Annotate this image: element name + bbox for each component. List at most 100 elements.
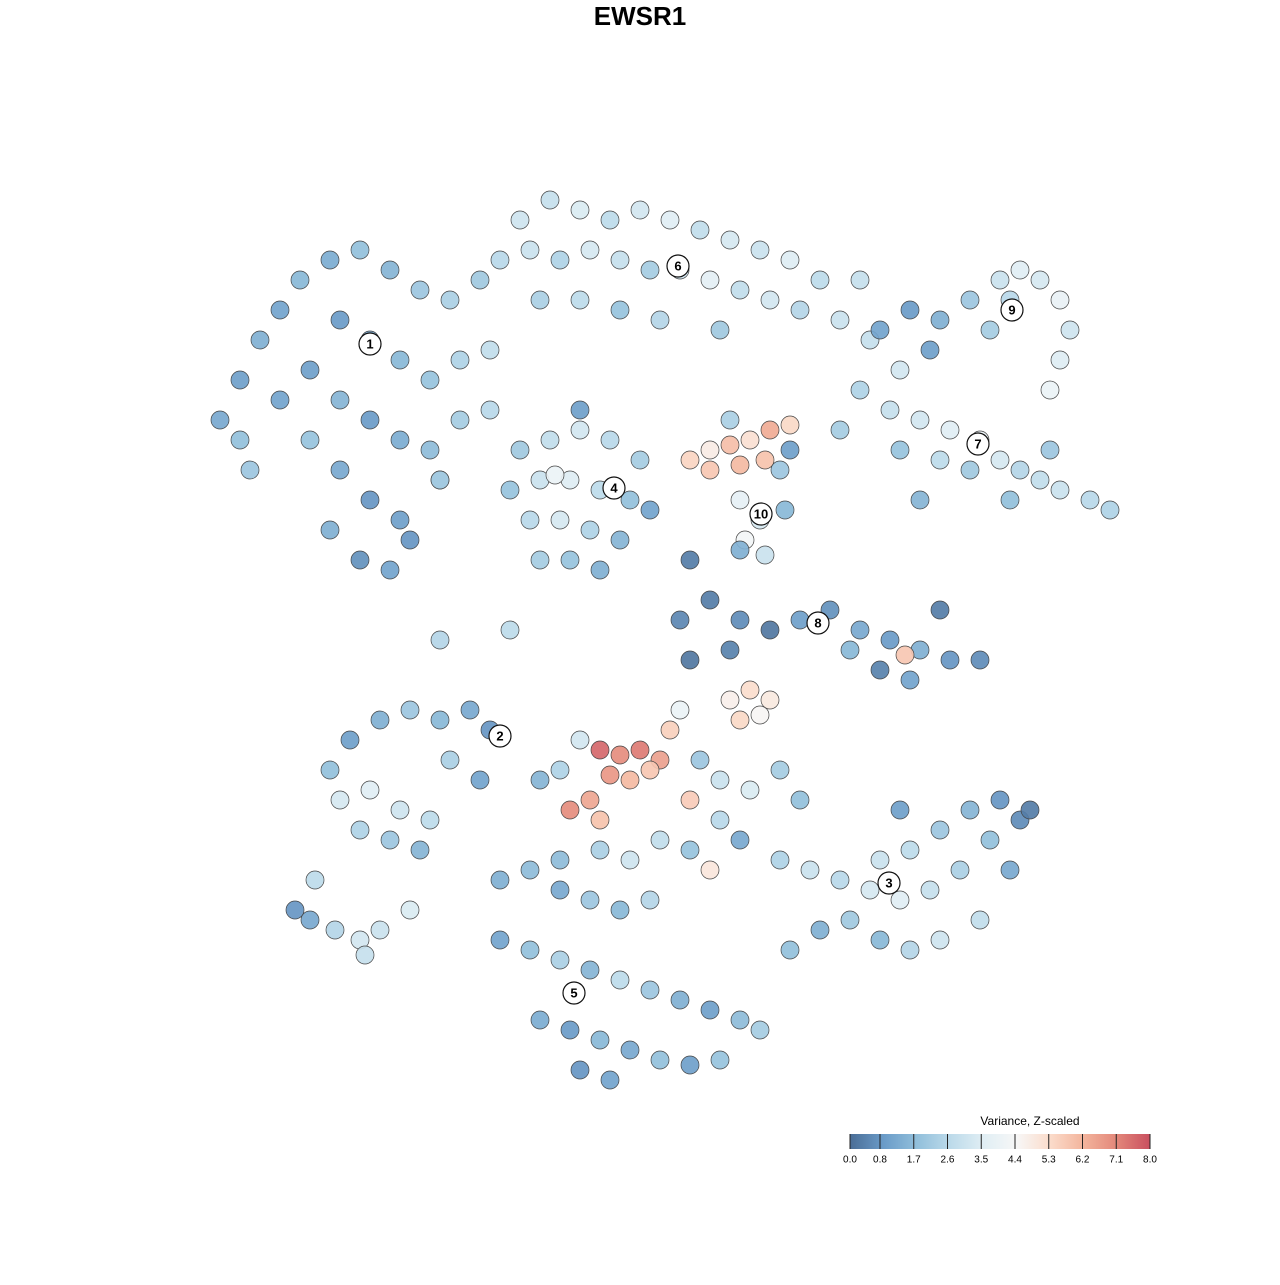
point	[755, 450, 775, 470]
point	[270, 390, 290, 410]
point	[740, 430, 760, 450]
point	[660, 720, 680, 740]
point	[690, 220, 710, 240]
point	[420, 440, 440, 460]
point	[830, 310, 850, 330]
colorbar-title: Variance, Z-scaled	[980, 1114, 1079, 1128]
point	[890, 890, 910, 910]
point	[730, 710, 750, 730]
point	[210, 410, 230, 430]
point	[490, 250, 510, 270]
point	[775, 500, 795, 520]
point	[325, 920, 345, 940]
point	[650, 1050, 670, 1070]
point	[600, 210, 620, 230]
colorbar-tick-label: 8.0	[1143, 1155, 1157, 1166]
point	[590, 560, 610, 580]
point	[440, 750, 460, 770]
cluster-label: 5	[570, 985, 577, 1000]
point	[380, 560, 400, 580]
point	[1080, 490, 1100, 510]
point	[580, 890, 600, 910]
colorbar-tick-label: 6.2	[1076, 1155, 1090, 1166]
point	[880, 400, 900, 420]
cluster-badge	[602, 476, 626, 500]
point	[550, 850, 570, 870]
point	[960, 460, 980, 480]
point	[895, 645, 915, 665]
point	[360, 490, 380, 510]
point	[870, 320, 890, 340]
point	[320, 520, 340, 540]
point	[980, 320, 1000, 340]
point	[850, 380, 870, 400]
point	[460, 700, 480, 720]
point	[760, 290, 780, 310]
point	[620, 1040, 640, 1060]
point	[810, 270, 830, 290]
point	[420, 370, 440, 390]
point	[350, 550, 370, 570]
cluster-badge	[488, 724, 512, 748]
point	[570, 420, 590, 440]
point	[1060, 320, 1080, 340]
point	[1100, 500, 1120, 520]
point	[700, 440, 720, 460]
point	[900, 670, 920, 690]
point	[830, 420, 850, 440]
point	[340, 730, 360, 750]
point	[870, 930, 890, 950]
point	[670, 990, 690, 1010]
point	[470, 270, 490, 290]
point	[750, 1020, 770, 1040]
point	[790, 610, 810, 630]
point	[500, 620, 520, 640]
cluster-label: 7	[974, 436, 981, 451]
point	[780, 440, 800, 460]
point	[1030, 270, 1050, 290]
point	[970, 910, 990, 930]
point	[600, 765, 620, 785]
point	[1040, 440, 1060, 460]
point	[720, 690, 740, 710]
point	[930, 820, 950, 840]
point	[570, 730, 590, 750]
cluster-badge	[806, 611, 830, 635]
point	[290, 270, 310, 290]
point	[740, 680, 760, 700]
point	[610, 745, 630, 765]
point	[390, 350, 410, 370]
point	[1020, 800, 1040, 820]
colorbar-tick-label: 0.0	[843, 1155, 857, 1166]
point	[680, 550, 700, 570]
point	[700, 860, 720, 880]
point	[730, 280, 750, 300]
point	[980, 830, 1000, 850]
point	[970, 650, 990, 670]
point	[520, 860, 540, 880]
point	[530, 1010, 550, 1030]
point	[450, 350, 470, 370]
point	[860, 880, 880, 900]
colorbar-tick-label: 4.4	[1008, 1155, 1022, 1166]
point	[630, 200, 650, 220]
point	[740, 780, 760, 800]
point	[890, 440, 910, 460]
cluster-label: 1	[366, 336, 373, 351]
point	[600, 430, 620, 450]
point	[780, 250, 800, 270]
point	[640, 980, 660, 1000]
point	[530, 290, 550, 310]
point	[580, 960, 600, 980]
point	[560, 800, 580, 820]
point	[590, 840, 610, 860]
point	[870, 660, 890, 680]
point	[900, 300, 920, 320]
point	[570, 290, 590, 310]
point	[850, 620, 870, 640]
point	[660, 210, 680, 230]
point	[610, 970, 630, 990]
cluster-label: 6	[674, 258, 681, 273]
point	[510, 210, 530, 230]
point	[780, 940, 800, 960]
